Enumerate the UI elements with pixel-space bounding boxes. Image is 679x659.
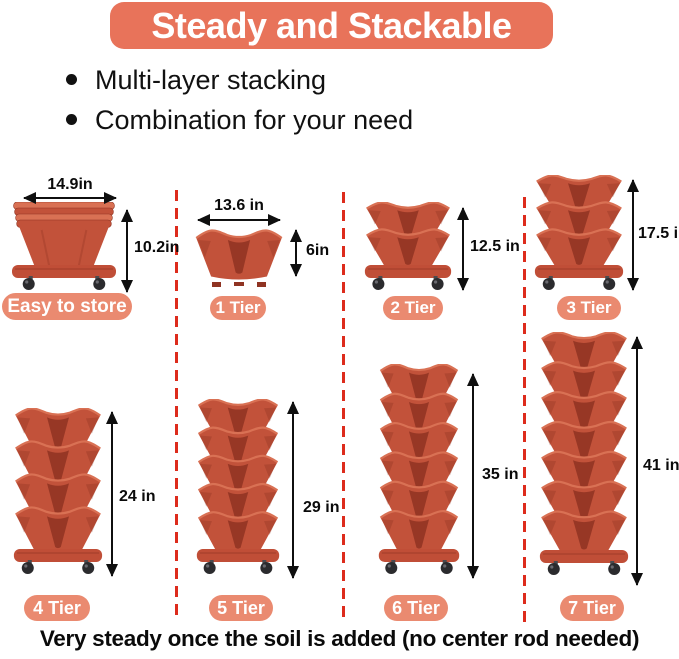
planter-2-tier-photo [364,202,452,290]
height-arrow [627,179,639,291]
height-dimension: 29 in [303,499,340,516]
planter-5-tier-photo [196,399,280,574]
width-arrow [197,214,281,226]
planter-4-tier-photo [13,408,103,574]
height-dimension: 35 in [482,466,519,483]
height-dimension: 17.5 in [638,225,679,242]
product-label-pill: 3 Tier [557,296,621,320]
product-label-pill: 7 Tier [560,595,624,621]
footer-claim: Very steady once the soil is added (no c… [39,626,640,651]
width-dimension: 13.6 in [214,197,264,214]
height-dimension: 6in [306,242,330,259]
height-arrow [290,229,302,277]
height-arrow [467,373,479,579]
height-arrow [121,209,133,293]
nested-pots-photo [12,202,116,290]
page-title: Steady and Stackable [151,4,512,46]
height-dimension: 10.2in [134,239,180,256]
dashed-divider [175,190,178,620]
bullet-icon [66,74,77,85]
width-dimension: 14.9in [47,176,93,193]
height-arrow [631,336,643,586]
bullet-icon [66,114,77,125]
height-dimension: 12.5 in [470,238,520,255]
product-label-pill: 1 Tier [210,296,266,320]
planter-3-tier-photo [534,175,624,290]
bullet-row-2: Combination for your need [66,100,413,140]
planter-6-tier-photo [378,364,460,574]
dashed-divider [342,192,345,617]
header-banner: Steady and Stackable [110,2,553,49]
product-label-pill: 2 Tier [383,296,443,320]
height-dimension: 24 in [119,488,156,505]
bullet-text-1: Multi-layer stacking [95,65,327,95]
product-label-pill: Easy to store [2,293,132,320]
height-arrow [287,401,299,579]
product-label-pill: 5 Tier [209,595,273,621]
planter-7-tier-photo [539,332,629,575]
width-arrow [23,192,117,204]
planter-1-tier-photo [195,229,283,287]
bullet-row-1: Multi-layer stacking [66,60,326,100]
product-label-pill: 4 Tier [24,595,90,621]
height-dimension: 41 in [643,457,679,474]
product-label-pill: 6 Tier [384,595,448,621]
bullet-text-2: Combination for your need [95,105,414,135]
height-arrow [106,411,118,577]
height-arrow [457,207,469,291]
dashed-divider [523,197,526,622]
